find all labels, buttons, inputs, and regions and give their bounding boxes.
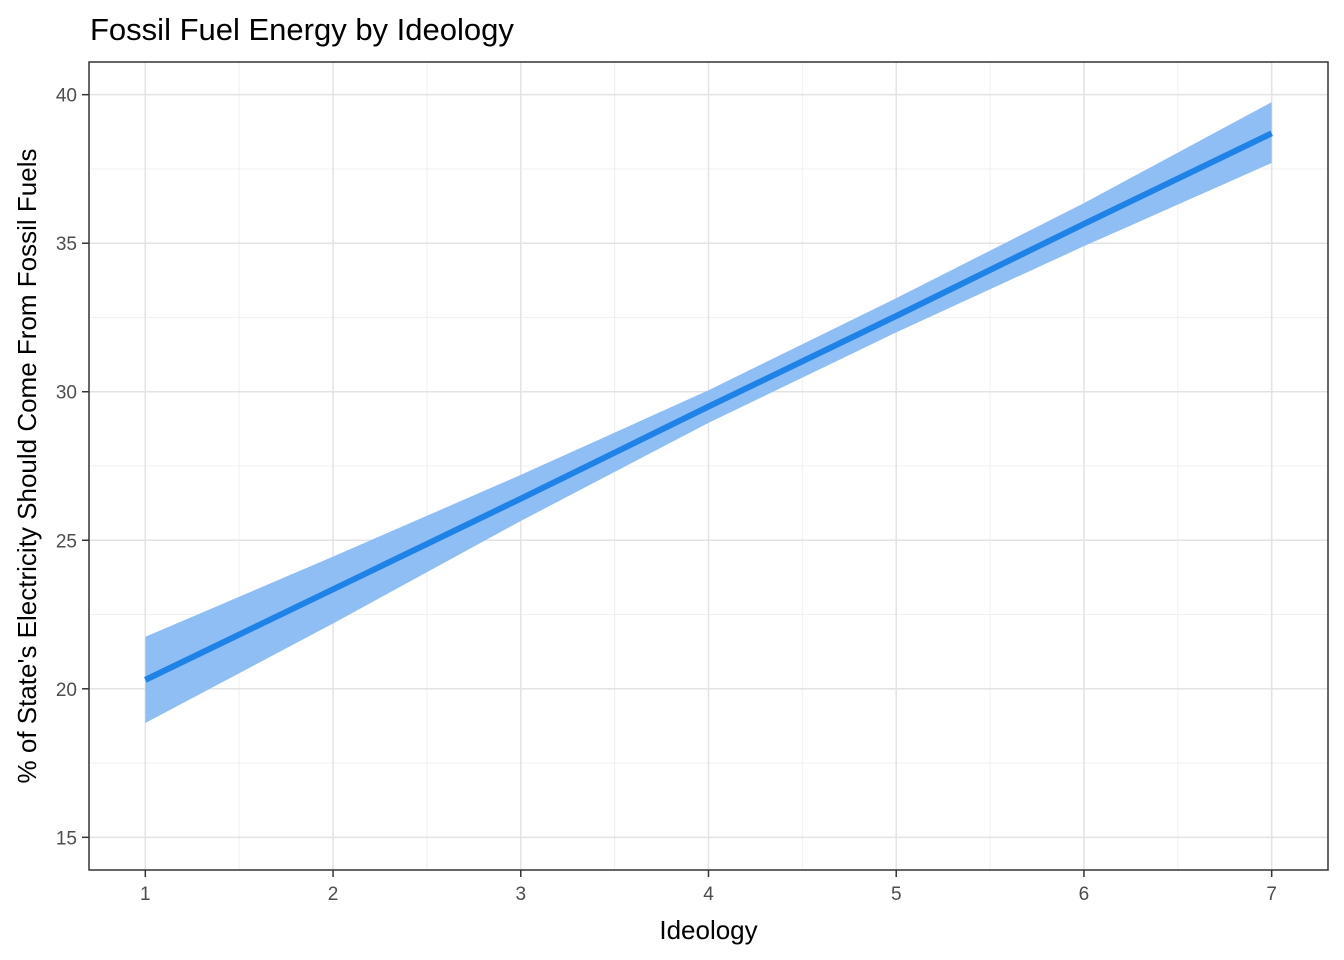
- series-layer: [144, 130, 1273, 683]
- fitted-line: [144, 130, 1273, 683]
- y-axis-ticks: 15 20 25 30 35 40: [56, 86, 89, 849]
- confidence-band-layer: [145, 102, 1272, 723]
- x-tick-label: 7: [1266, 884, 1277, 905]
- x-axis-title: Ideology: [659, 915, 757, 945]
- x-tick-label: 2: [328, 884, 339, 905]
- y-tick-label: 25: [56, 531, 77, 552]
- confidence-band: [145, 102, 1272, 723]
- y-tick-label: 30: [56, 383, 77, 404]
- x-tick-label: 6: [1079, 884, 1090, 905]
- grid: [89, 62, 1328, 870]
- y-tick-label: 35: [56, 234, 77, 255]
- x-tick-label: 3: [515, 884, 526, 905]
- y-tick-label: 40: [56, 86, 77, 107]
- chart-title: Fossil Fuel Energy by Ideology: [90, 12, 514, 47]
- y-axis-title: % of State's Electricity Should Come Fro…: [12, 149, 42, 784]
- x-axis-ticks: 1 2 3 4 5 6 7: [140, 870, 1277, 905]
- x-tick-label: 1: [140, 884, 151, 905]
- y-tick-label: 20: [56, 680, 77, 701]
- y-tick-label: 15: [56, 828, 77, 849]
- x-tick-label: 4: [703, 884, 714, 905]
- x-tick-label: 5: [891, 884, 902, 905]
